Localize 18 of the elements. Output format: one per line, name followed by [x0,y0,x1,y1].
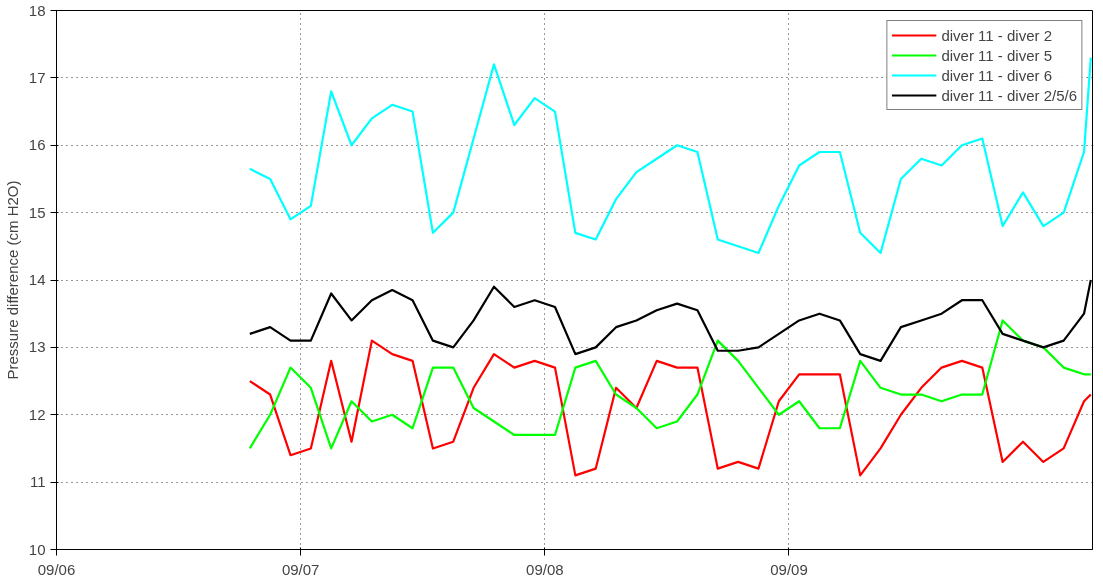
y-tick-label: 15 [28,203,46,221]
legend-label: diver 11 - diver 6 [941,66,1052,84]
y-tick-label: 16 [28,136,46,154]
legend-label: diver 11 - diver 2 [941,26,1052,44]
legend-label: diver 11 - diver 5 [941,46,1052,64]
y-axis-title: Pressure difference (cm H2O) [3,180,21,380]
y-tick-label: 12 [28,405,46,423]
y-tick-label: 13 [28,338,46,356]
y-tick-label: 14 [28,271,46,288]
x-tick-label: 09/07 [281,560,320,578]
x-tick-label: 09/08 [526,560,564,578]
y-tick-label: 18 [28,1,46,19]
legend-label: diver 11 - diver 2/5/6 [941,86,1077,104]
y-tick-label: 10 [28,540,46,558]
y-tick-label: 11 [29,473,46,491]
y-tick-label: 17 [28,68,46,86]
x-tick-label: 09/09 [770,560,808,578]
x-tick-label: 09/06 [37,560,76,578]
